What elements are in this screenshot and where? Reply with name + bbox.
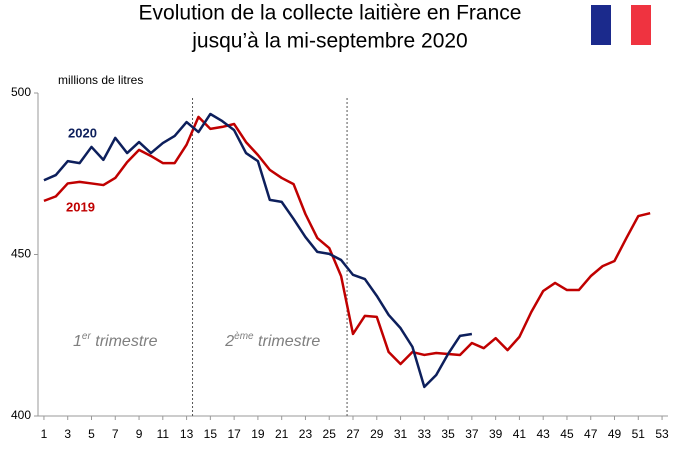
x-tick-label: 9 xyxy=(136,427,143,441)
x-tick-label: 11 xyxy=(157,427,170,441)
x-tick-label: 33 xyxy=(418,427,432,441)
chart-title: Evolution de la collecte laitière en Fra… xyxy=(139,2,522,25)
flag-white xyxy=(611,5,631,45)
quarter-sup: ème xyxy=(234,331,254,342)
x-tick-label: 49 xyxy=(608,427,622,441)
x-tick-label: 23 xyxy=(299,427,313,441)
x-tick-label: 5 xyxy=(88,427,95,441)
quarter-num: 1 xyxy=(73,333,82,350)
x-tick-label: 47 xyxy=(584,427,598,441)
y-tick-label: 500 xyxy=(11,85,31,99)
x-tick-label: 31 xyxy=(394,427,408,441)
series-line xyxy=(43,112,473,389)
quarter-sup: er xyxy=(82,331,92,342)
x-tick-label: 19 xyxy=(251,427,265,441)
quarter-label: 2ème trimestre xyxy=(224,331,320,351)
y-axis-label: millions de litres xyxy=(58,73,143,87)
x-tick-label: 45 xyxy=(560,427,574,441)
quarter-text: trimestre xyxy=(91,333,158,350)
quarter-num: 2 xyxy=(224,333,234,350)
chart-title: jusqu’à la mi-septembre 2020 xyxy=(191,30,467,53)
flag-blue xyxy=(591,5,611,45)
y-tick-label: 400 xyxy=(11,408,31,422)
x-tick-label: 1 xyxy=(41,427,48,441)
x-tick-label: 21 xyxy=(275,427,289,441)
x-tick-label: 39 xyxy=(489,427,503,441)
x-tick-label: 51 xyxy=(632,427,646,441)
flag xyxy=(591,5,651,45)
x-tick-label: 35 xyxy=(441,427,455,441)
quarter-text: trimestre xyxy=(254,333,321,350)
x-tick-label: 53 xyxy=(655,427,669,441)
x-tick-label: 13 xyxy=(180,427,194,441)
series-label: 2019 xyxy=(66,199,95,214)
x-tick-label: 3 xyxy=(64,427,71,441)
x-tick-label: 43 xyxy=(537,427,551,441)
x-tick-label: 27 xyxy=(346,427,360,441)
x-tick-label: 41 xyxy=(513,427,527,441)
x-tick-label: 25 xyxy=(323,427,337,441)
x-tick-label: 7 xyxy=(112,427,119,441)
series-label: 2020 xyxy=(68,125,97,140)
y-tick-label: 450 xyxy=(11,247,31,261)
flag-red xyxy=(631,5,651,45)
quarter-label: 1er trimestre xyxy=(73,331,158,351)
x-tick-label: 29 xyxy=(370,427,384,441)
series-line xyxy=(43,115,651,366)
x-tick-label: 15 xyxy=(204,427,218,441)
x-tick-label: 17 xyxy=(227,427,241,441)
x-tick-label: 37 xyxy=(465,427,479,441)
